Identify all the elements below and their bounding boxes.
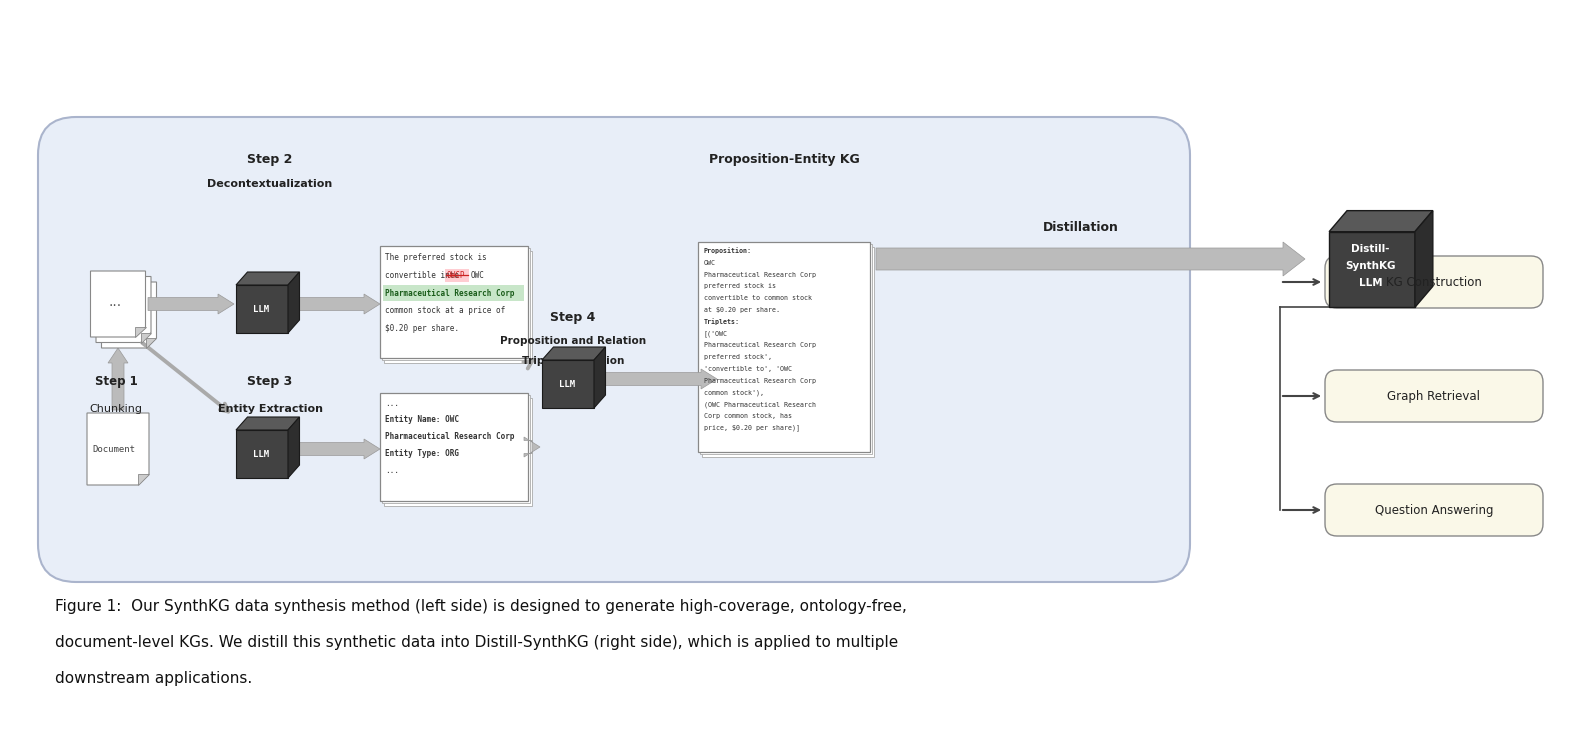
Text: price, $0.20 per share)]: price, $0.20 per share)] xyxy=(704,425,800,432)
Text: common stock at a price of: common stock at a price of xyxy=(384,307,505,315)
Text: Graph Retrieval: Graph Retrieval xyxy=(1387,390,1481,403)
Text: preferred stock',: preferred stock', xyxy=(704,354,772,360)
Text: 'convertible to', 'OWC: 'convertible to', 'OWC xyxy=(704,366,793,372)
Polygon shape xyxy=(288,417,299,478)
Text: ...: ... xyxy=(384,399,399,408)
Polygon shape xyxy=(1329,211,1433,231)
Text: Step 2: Step 2 xyxy=(247,153,293,165)
Polygon shape xyxy=(524,437,539,457)
Text: OWC: OWC xyxy=(470,271,484,280)
FancyBboxPatch shape xyxy=(38,117,1190,582)
Text: Pharmaceutical Research Corp: Pharmaceutical Research Corp xyxy=(704,342,816,348)
Text: KG Construction: KG Construction xyxy=(1386,275,1482,289)
Text: The preferred stock is: The preferred stock is xyxy=(384,253,487,262)
FancyBboxPatch shape xyxy=(1326,370,1542,422)
FancyBboxPatch shape xyxy=(384,251,533,362)
Text: Step 4: Step 4 xyxy=(551,310,596,324)
FancyBboxPatch shape xyxy=(446,269,468,282)
FancyBboxPatch shape xyxy=(380,393,528,501)
FancyBboxPatch shape xyxy=(384,397,533,505)
Polygon shape xyxy=(147,338,157,348)
Polygon shape xyxy=(97,277,150,342)
Polygon shape xyxy=(876,242,1305,276)
Text: Proposition:: Proposition: xyxy=(704,248,751,254)
Text: convertible to common stock: convertible to common stock xyxy=(704,295,812,301)
Polygon shape xyxy=(87,413,149,485)
Text: Entity Type: ORG: Entity Type: ORG xyxy=(384,449,459,458)
Text: OWC: OWC xyxy=(704,260,717,266)
Text: (OWC Pharmaceutical Research: (OWC Pharmaceutical Research xyxy=(704,401,816,408)
FancyBboxPatch shape xyxy=(701,244,872,454)
Polygon shape xyxy=(543,360,593,408)
Text: Distillation: Distillation xyxy=(1043,220,1118,234)
Polygon shape xyxy=(293,439,380,459)
Polygon shape xyxy=(149,294,234,314)
Polygon shape xyxy=(543,347,606,360)
Polygon shape xyxy=(598,369,717,389)
Polygon shape xyxy=(136,327,146,337)
Text: Question Answering: Question Answering xyxy=(1375,504,1493,516)
Polygon shape xyxy=(101,282,157,348)
Text: Pharmaceutical Research Corp: Pharmaceutical Research Corp xyxy=(384,432,514,441)
Text: LLM: LLM xyxy=(253,304,269,313)
FancyBboxPatch shape xyxy=(380,246,528,358)
Text: Pharmaceutical Research Corp: Pharmaceutical Research Corp xyxy=(704,378,816,384)
FancyBboxPatch shape xyxy=(383,395,530,503)
Text: Triplet Extraction: Triplet Extraction xyxy=(522,356,625,366)
Polygon shape xyxy=(236,430,288,478)
Polygon shape xyxy=(236,272,299,285)
Polygon shape xyxy=(141,333,150,342)
FancyBboxPatch shape xyxy=(698,242,870,452)
Polygon shape xyxy=(1329,231,1414,307)
Text: Entity Extraction: Entity Extraction xyxy=(217,404,323,414)
Text: Step 3: Step 3 xyxy=(247,375,293,388)
Polygon shape xyxy=(236,417,299,430)
Text: Distill-: Distill- xyxy=(1351,244,1389,254)
Text: preferred stock is: preferred stock is xyxy=(704,283,777,289)
Text: Step 1: Step 1 xyxy=(95,375,138,388)
Text: Proposition-Entity KG: Proposition-Entity KG xyxy=(709,153,859,165)
Text: OWCP: OWCP xyxy=(446,271,465,280)
Text: ...: ... xyxy=(109,295,122,309)
Polygon shape xyxy=(293,294,380,314)
FancyBboxPatch shape xyxy=(383,286,524,301)
FancyBboxPatch shape xyxy=(702,246,875,457)
Text: LLM: LLM xyxy=(558,379,576,388)
Text: common stock'),: common stock'), xyxy=(704,389,764,396)
Text: Entity Name: OWC: Entity Name: OWC xyxy=(384,415,459,424)
Text: Figure 1:  Our SynthKG data synthesis method (left side) is designed to generate: Figure 1: Our SynthKG data synthesis met… xyxy=(55,598,906,614)
Polygon shape xyxy=(236,285,288,333)
Polygon shape xyxy=(288,272,299,333)
Text: downstream applications.: downstream applications. xyxy=(55,670,252,685)
Polygon shape xyxy=(108,348,128,410)
Text: Corp common stock, has: Corp common stock, has xyxy=(704,413,793,419)
Text: ...: ... xyxy=(384,466,399,475)
Text: [('OWC: [('OWC xyxy=(704,330,728,337)
Text: Triplets:: Triplets: xyxy=(704,318,740,325)
Text: Decontextualization: Decontextualization xyxy=(207,179,332,189)
Text: LLM: LLM xyxy=(253,449,269,458)
FancyBboxPatch shape xyxy=(383,248,530,360)
Text: $0.20 per share.: $0.20 per share. xyxy=(384,324,459,333)
Text: Document: Document xyxy=(92,444,136,454)
Polygon shape xyxy=(138,474,149,485)
Polygon shape xyxy=(90,271,146,337)
FancyBboxPatch shape xyxy=(1326,484,1542,536)
Text: Pharmaceutical Research Corp: Pharmaceutical Research Corp xyxy=(704,272,816,278)
Text: Chunking: Chunking xyxy=(90,404,142,414)
Polygon shape xyxy=(1414,211,1433,307)
Text: Pharmaceutical Research Corp: Pharmaceutical Research Corp xyxy=(384,289,514,298)
Text: LLM: LLM xyxy=(1359,278,1383,288)
Text: Proposition and Relation: Proposition and Relation xyxy=(500,336,645,346)
Polygon shape xyxy=(593,347,606,408)
Text: at $0.20 per share.: at $0.20 per share. xyxy=(704,307,780,313)
Text: document-level KGs. We distill this synthetic data into Distill-SynthKG (right s: document-level KGs. We distill this synt… xyxy=(55,635,899,650)
FancyBboxPatch shape xyxy=(1326,256,1542,308)
Text: convertible into: convertible into xyxy=(384,271,464,280)
Text: SynthKG: SynthKG xyxy=(1345,261,1395,271)
